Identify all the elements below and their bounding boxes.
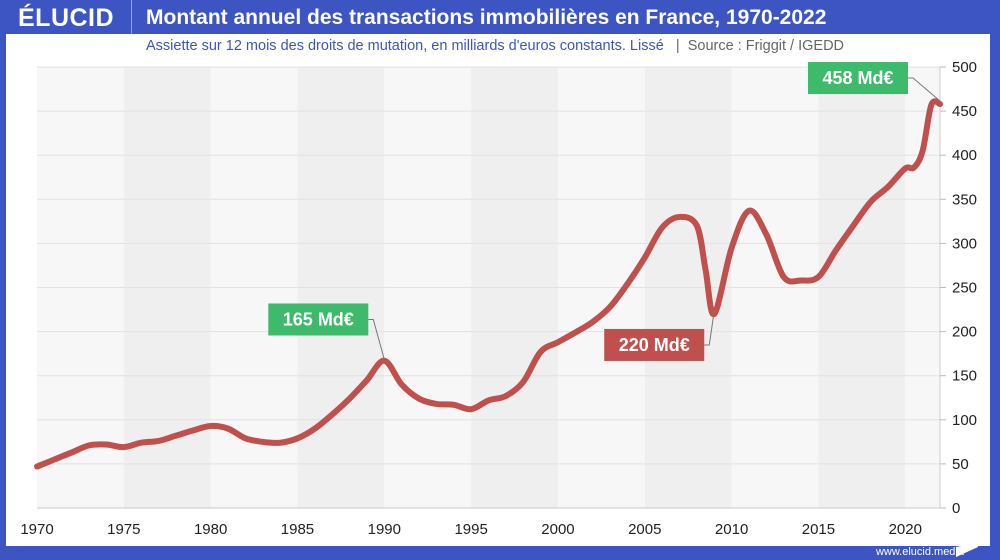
alternating-bands bbox=[37, 67, 940, 508]
x-tick-label: 1995 bbox=[454, 521, 487, 538]
y-tick-label: 100 bbox=[952, 412, 977, 429]
header-bar: ÉLUCID Montant annuel des transactions i… bbox=[0, 0, 1000, 36]
x-tick-label: 1970 bbox=[20, 521, 53, 538]
x-tick-label: 1975 bbox=[107, 521, 140, 538]
y-tick-label: 500 bbox=[952, 59, 977, 76]
y-tick-label: 350 bbox=[952, 191, 977, 208]
x-tick-label: 1990 bbox=[368, 521, 401, 538]
x-tick-label: 2000 bbox=[541, 521, 574, 538]
subtitle-text: Assiette sur 12 mois des droits de mutat… bbox=[146, 38, 664, 54]
x-tick-label: 1980 bbox=[194, 521, 227, 538]
x-tick-label: 2020 bbox=[889, 521, 922, 538]
elucid-flag-icon bbox=[956, 543, 978, 557]
x-axis: 1970 1975 1980 1985 1990 1995 2000 2005 2010 2015… bbox=[20, 521, 922, 538]
annotations: 165 Md€ 220 Md€ 458 Md€ bbox=[268, 62, 941, 361]
y-tick-label: 0 bbox=[952, 500, 960, 517]
annotation-3: 458 Md€ bbox=[808, 62, 941, 102]
y-tick-label: 50 bbox=[952, 456, 969, 473]
series-line bbox=[34, 98, 943, 470]
y-tick-label: 200 bbox=[952, 324, 977, 341]
annotation-1: 165 Md€ bbox=[268, 303, 385, 360]
y-tick-label: 250 bbox=[952, 280, 977, 297]
footer-url[interactable]: www.elucid.media bbox=[875, 546, 964, 558]
y-tick-label: 450 bbox=[952, 103, 977, 120]
header-separator bbox=[131, 0, 132, 36]
annotation-label: 220 Md€ bbox=[619, 335, 690, 355]
elucid-logo: ÉLUCID bbox=[18, 4, 115, 32]
annotation-box bbox=[268, 303, 369, 336]
annotation-box bbox=[808, 62, 908, 95]
annotation-leader-line bbox=[908, 77, 941, 102]
gridlines bbox=[37, 66, 940, 509]
chart-subtitle: Assiette sur 12 mois des droits de mutat… bbox=[146, 38, 844, 54]
annotation-label: 165 Md€ bbox=[283, 309, 354, 329]
x-tick-label: 2010 bbox=[715, 521, 748, 538]
source-text: Source : Friggit / IGEDD bbox=[687, 38, 845, 54]
chart-title: Montant annuel des transactions immobili… bbox=[146, 6, 827, 29]
annotation-2: 220 Md€ bbox=[604, 310, 715, 361]
y-tick-label: 400 bbox=[952, 147, 977, 164]
y-tick-label: 150 bbox=[952, 368, 977, 385]
annotation-label: 458 Md€ bbox=[822, 68, 893, 88]
x-tick-label: 1985 bbox=[281, 521, 314, 538]
subtitle-separator: | bbox=[675, 38, 680, 54]
x-tick-label: 2015 bbox=[802, 521, 835, 538]
annotation-leader-line bbox=[368, 318, 385, 360]
annotation-box bbox=[604, 328, 705, 361]
x-tick-label: 2005 bbox=[628, 521, 661, 538]
annotation-leader-line bbox=[704, 310, 715, 346]
y-axis: 0 50 100 150 200 250 300 350 400 450 500 bbox=[939, 59, 977, 517]
y-tick-label: 300 bbox=[952, 235, 977, 252]
